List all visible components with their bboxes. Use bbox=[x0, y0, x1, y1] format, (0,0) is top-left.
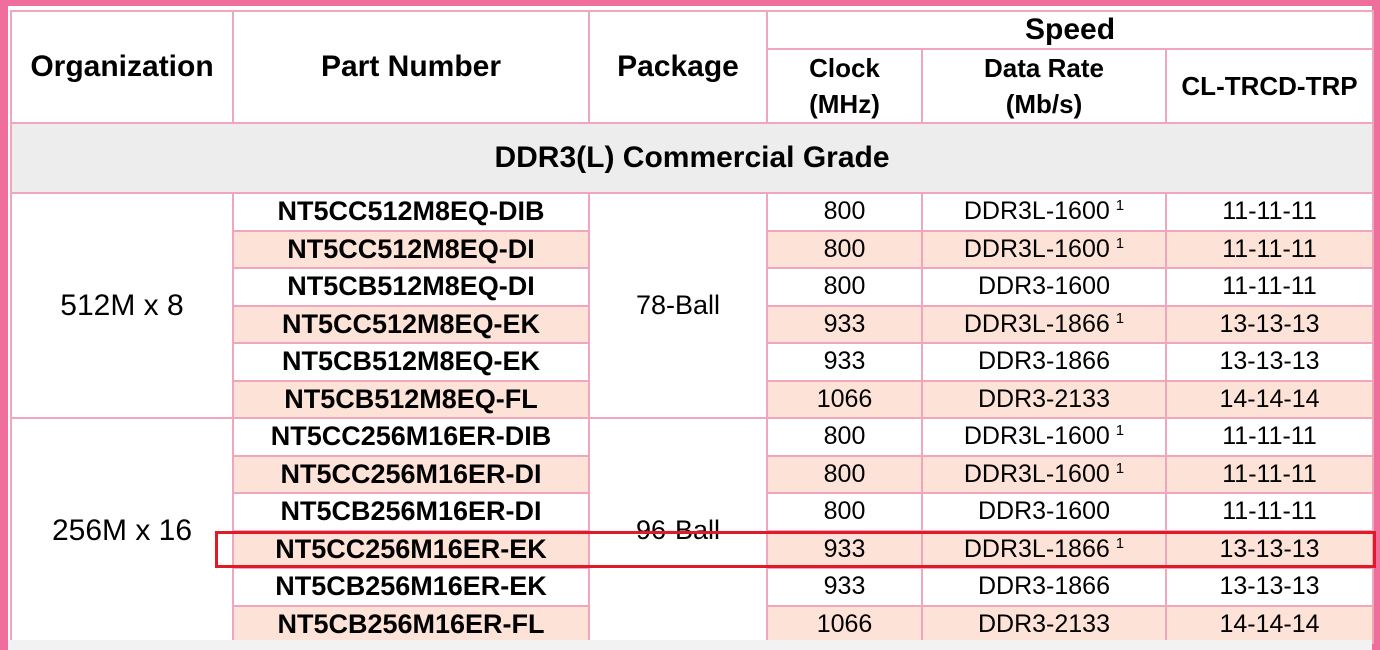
data-rate-value: DDR3L-1866 bbox=[963, 534, 1110, 563]
timing-cell: 11-11-11 bbox=[1164, 492, 1375, 532]
part-number-cell: NT5CC512M8EQ-EK bbox=[232, 304, 590, 344]
footnote-marker: 1 bbox=[1115, 422, 1125, 440]
organization-cell: 256M x 16 bbox=[10, 417, 234, 644]
data-rate-cell: DDR3L-1600 1 bbox=[921, 417, 1167, 457]
clock-cell: 800 bbox=[766, 454, 923, 494]
part-number-cell: NT5CB256M16ER-FL bbox=[232, 604, 590, 644]
part-number-cell: NT5CB512M8EQ-EK bbox=[232, 342, 590, 382]
timing-cell: 14-14-14 bbox=[1164, 604, 1375, 644]
timing-cell: 13-13-13 bbox=[1164, 567, 1375, 607]
clock-cell: 933 bbox=[766, 567, 923, 607]
table-row: NT5CB512M8EQ-EK 933 DDR3-1866 13-13-13 bbox=[11, 342, 1375, 382]
part-number-table: Organization Part Number Package Speed C… bbox=[9, 10, 1375, 644]
data-rate-cell: DDR3L-1600 1 bbox=[921, 454, 1167, 494]
data-rate-cell: DDR3L-1866 1 bbox=[921, 529, 1167, 569]
data-rate-value: DDR3-2133 bbox=[977, 609, 1110, 638]
table-row: NT5CC512M8EQ-DI 800 DDR3L-1600 1 11-11-11 bbox=[11, 229, 1375, 269]
data-rate-cell: DDR3-1600 bbox=[921, 267, 1167, 307]
data-rate-cell: DDR3-1866 bbox=[921, 567, 1167, 607]
header-clock: Clock (MHz) bbox=[766, 48, 923, 124]
timing-cell: 13-13-13 bbox=[1164, 529, 1375, 569]
package-cell: 78-Ball bbox=[588, 192, 768, 419]
data-rate-cell: DDR3L-1866 1 bbox=[921, 304, 1167, 344]
timing-cell: 11-11-11 bbox=[1164, 192, 1375, 232]
data-rate-cell: DDR3-2133 bbox=[921, 604, 1167, 644]
data-rate-value: DDR3-1866 bbox=[977, 347, 1110, 376]
table-row: NT5CB256M16ER-EK 933 DDR3-1866 13-13-13 bbox=[11, 567, 1375, 607]
data-rate-cell: DDR3L-1600 1 bbox=[921, 229, 1167, 269]
clock-cell: 933 bbox=[766, 304, 923, 344]
footnote-marker: 1 bbox=[1115, 197, 1125, 215]
part-number-cell: NT5CC256M16ER-DIB bbox=[232, 417, 590, 457]
table-bottom-strip bbox=[8, 640, 1372, 650]
part-number-cell: NT5CC512M8EQ-DI bbox=[232, 229, 590, 269]
table-row: NT5CC256M16ER-DI 800 DDR3L-1600 1 11-11-11 bbox=[11, 454, 1375, 494]
clock-cell: 933 bbox=[766, 529, 923, 569]
header-data-rate-label: Data Rate bbox=[984, 53, 1104, 83]
timing-cell: 11-11-11 bbox=[1164, 454, 1375, 494]
data-rate-cell: DDR3L-1600 1 bbox=[921, 192, 1167, 232]
clock-cell: 800 bbox=[766, 229, 923, 269]
timing-cell: 11-11-11 bbox=[1164, 417, 1375, 457]
part-number-cell: NT5CC512M8EQ-DIB bbox=[232, 192, 590, 232]
timing-cell: 13-13-13 bbox=[1164, 342, 1375, 382]
part-number-cell: NT5CB512M8EQ-FL bbox=[232, 379, 590, 419]
footnote-marker: 1 bbox=[1115, 234, 1125, 252]
table-row: NT5CB512M8EQ-DI 800 DDR3-1600 11-11-11 bbox=[11, 267, 1375, 307]
table-row: 256M x 16 NT5CC256M16ER-DIB 96-Ball 800 DDR3… bbox=[10, 417, 1375, 644]
timing-cell: 14-14-14 bbox=[1164, 379, 1375, 419]
clock-cell: 800 bbox=[766, 267, 923, 307]
data-rate-value: DDR3L-1866 bbox=[963, 309, 1110, 338]
data-rate-value: DDR3L-1600 bbox=[963, 422, 1110, 451]
part-number-cell: NT5CB256M16ER-DI bbox=[232, 492, 590, 532]
timing-cell: 13-13-13 bbox=[1164, 304, 1375, 344]
data-rate-value: DDR3L-1600 bbox=[963, 197, 1110, 226]
data-rate-value: DDR3L-1600 bbox=[963, 234, 1110, 263]
part-number-cell: NT5CB256M16ER-EK bbox=[232, 567, 590, 607]
package-cell: 96-Ball bbox=[588, 417, 768, 644]
footnote-marker: 1 bbox=[1115, 459, 1125, 477]
clock-cell: 1066 bbox=[766, 604, 923, 644]
data-rate-value: DDR3L-1600 bbox=[963, 459, 1110, 488]
header-clock-label: Clock bbox=[809, 53, 880, 83]
table-row: NT5CC512M8EQ-EK 933 DDR3L-1866 1 13-13-13 bbox=[11, 304, 1375, 344]
header-speed: Speed bbox=[765, 10, 1375, 50]
header-organization: Organization bbox=[10, 10, 234, 124]
table-row: NT5CB256M16ER-FL 1066 DDR3-2133 14-14-14 bbox=[11, 604, 1375, 644]
footnote-marker: 1 bbox=[1115, 534, 1125, 552]
organization-cell: 512M x 8 bbox=[10, 192, 234, 419]
clock-cell: 800 bbox=[766, 492, 923, 532]
clock-cell: 800 bbox=[766, 192, 923, 232]
timing-cell: 11-11-11 bbox=[1164, 229, 1375, 269]
part-number-cell: NT5CC256M16ER-DI bbox=[232, 454, 590, 494]
grade-title: DDR3(L) Commercial Grade bbox=[9, 122, 1375, 194]
data-rate-value: DDR3-1866 bbox=[977, 572, 1110, 601]
header-data-rate: Data Rate (Mb/s) bbox=[921, 48, 1167, 124]
data-rate-cell: DDR3-2133 bbox=[921, 379, 1167, 419]
data-rate-value: DDR3-2133 bbox=[977, 384, 1110, 413]
data-rate-value: DDR3-1600 bbox=[977, 272, 1110, 301]
part-number-cell: NT5CC256M16ER-EK bbox=[232, 529, 590, 569]
clock-cell: 800 bbox=[766, 417, 923, 457]
footnote-marker: 1 bbox=[1115, 309, 1125, 327]
clock-cell: 1066 bbox=[766, 379, 923, 419]
timing-cell: 11-11-11 bbox=[1164, 267, 1375, 307]
header-data-rate-unit: (Mb/s) bbox=[1005, 89, 1083, 119]
table-row: NT5CB512M8EQ-FL 1066 DDR3-2133 14-14-14 bbox=[11, 379, 1375, 419]
clock-cell: 933 bbox=[766, 342, 923, 382]
data-rate-value: DDR3-1600 bbox=[977, 497, 1110, 526]
header-clock-unit: (MHz) bbox=[809, 89, 880, 119]
header-package: Package bbox=[588, 10, 768, 124]
header-timing: CL-TRCD-TRP bbox=[1164, 48, 1375, 124]
header-part-number: Part Number bbox=[232, 10, 590, 124]
part-number-cell: NT5CB512M8EQ-DI bbox=[232, 267, 590, 307]
data-rate-cell: DDR3-1600 bbox=[921, 492, 1167, 532]
data-rate-cell: DDR3-1866 bbox=[921, 342, 1167, 382]
table-row: NT5CB256M16ER-DI 800 DDR3-1600 11-11-11 bbox=[11, 492, 1375, 532]
table-row: 512M x 8 NT5CC512M8EQ-DIB 78-Ball 800 DDR3L-… bbox=[10, 192, 1375, 419]
